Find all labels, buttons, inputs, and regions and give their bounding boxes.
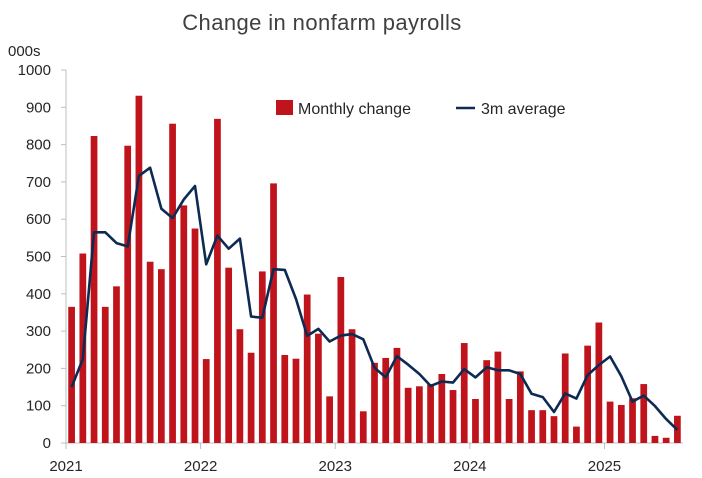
x-tick-label: 2022 [184, 458, 217, 475]
x-tick-label: 2024 [453, 458, 486, 475]
y-tick-label: 500 [26, 249, 51, 266]
y-tick-label: 300 [26, 323, 51, 340]
bar [539, 410, 547, 443]
bar [124, 145, 132, 443]
bar [404, 387, 412, 443]
y-tick-label: 1000 [18, 62, 51, 79]
bar [528, 410, 535, 443]
bar [281, 354, 289, 443]
bar [662, 437, 670, 443]
bar [427, 384, 434, 443]
y-tick-label: 600 [26, 211, 51, 228]
bar [382, 357, 390, 443]
y-tick-label: 800 [26, 137, 51, 154]
bar [629, 398, 636, 443]
bar [236, 329, 244, 443]
bar [348, 329, 356, 443]
bar [90, 136, 98, 443]
bar [416, 386, 423, 443]
bar [146, 261, 154, 443]
x-tick-label: 2025 [588, 458, 621, 475]
y-tick-label: 100 [26, 398, 51, 415]
bar [573, 426, 580, 443]
bar [101, 306, 109, 443]
legend-label-3m-average: 3m average [481, 101, 566, 118]
bar [359, 411, 367, 443]
y-tick-label: 0 [43, 435, 51, 452]
bar [337, 277, 345, 443]
bar [214, 118, 221, 443]
y-tick-label: 400 [26, 286, 51, 303]
bar [584, 345, 592, 443]
bar [270, 183, 277, 443]
y-tick-label: 200 [26, 360, 51, 377]
bar [561, 353, 569, 443]
bar [505, 398, 513, 443]
series-line [70, 166, 679, 431]
y-tick-label: 700 [26, 174, 51, 191]
bar [438, 373, 446, 443]
bar [460, 343, 468, 443]
bar [180, 205, 188, 443]
bar [494, 351, 502, 443]
y-axis: 0 100 200 300 400 500 600 700 800 900 1000 [18, 62, 67, 452]
bar [516, 371, 524, 443]
chart-title: Change in nonfarm payrolls [182, 10, 461, 35]
bar [483, 360, 491, 443]
bar [292, 358, 300, 443]
bar [247, 352, 255, 443]
bar [303, 294, 311, 443]
y-tick-label: 900 [26, 99, 51, 116]
bar-series-monthly-change [68, 95, 681, 443]
bar [472, 398, 479, 443]
bar [135, 95, 143, 443]
line-series-3m-average [70, 166, 679, 431]
bar [258, 271, 266, 443]
bar [393, 347, 401, 443]
x-tick-label: 2023 [319, 458, 352, 475]
legend-swatch-monthly-change [276, 100, 293, 115]
bar [651, 435, 659, 443]
bar [169, 123, 176, 443]
bar [202, 359, 210, 443]
legend: Monthly change 3m average [276, 100, 566, 118]
bar [606, 401, 614, 443]
bar [449, 390, 457, 443]
bar [113, 286, 120, 443]
bar [640, 384, 648, 443]
x-axis: 2021 2022 2023 2024 2025 [49, 442, 683, 475]
bar [550, 416, 558, 443]
bar [595, 322, 603, 443]
bar [326, 396, 333, 443]
y-axis-unit: 000s [8, 43, 41, 60]
bar [68, 306, 75, 443]
bar [157, 269, 165, 443]
bar [225, 267, 233, 443]
legend-label-monthly-change: Monthly change [298, 101, 411, 118]
x-tick-label: 2021 [49, 458, 82, 475]
bar [617, 404, 625, 443]
bar [371, 362, 378, 443]
bar [191, 228, 199, 443]
bar [315, 333, 322, 443]
